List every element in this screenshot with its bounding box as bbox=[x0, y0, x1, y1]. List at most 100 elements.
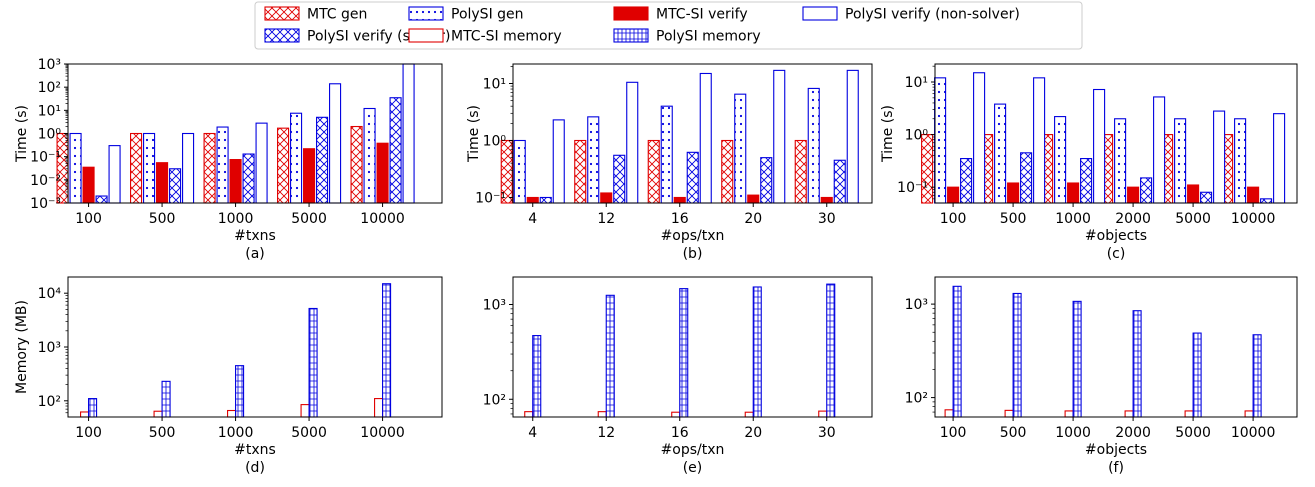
bar-polysi-memory-16 bbox=[679, 288, 689, 418]
x-tick-label: 100 bbox=[75, 211, 102, 227]
panel-caption: (c) bbox=[1107, 246, 1126, 262]
bar-polysi-gen-16 bbox=[660, 105, 673, 204]
y-axis-label: Time (s) bbox=[466, 105, 482, 163]
bar-polysi-verify-non-solver-100 bbox=[973, 72, 986, 204]
y-tick-label: 10¹ bbox=[905, 75, 928, 91]
legend-swatch-polysi-gen bbox=[408, 6, 444, 21]
bar-mtc-si-memory-1000 bbox=[1064, 410, 1074, 418]
y-tick-label: 10² bbox=[483, 392, 506, 408]
bar-polysi-memory-1000 bbox=[1072, 300, 1082, 418]
panel-caption: (a) bbox=[245, 246, 265, 262]
bar-polysi-memory-5000 bbox=[308, 307, 318, 418]
bar-mtc-gen-20 bbox=[721, 139, 734, 204]
bar-mtc-si-memory-100 bbox=[944, 409, 954, 418]
bar-mtc-gen-10000 bbox=[350, 125, 363, 204]
legend-swatch-mtc-si-verify bbox=[613, 6, 649, 21]
bar-polysi-verify-non-solver-1000 bbox=[255, 122, 268, 204]
bar-mtc-si-memory-500 bbox=[153, 410, 163, 418]
bar-mtc-si-verify-20 bbox=[747, 194, 760, 204]
x-axis-label: #objects bbox=[1085, 442, 1147, 458]
x-tick-label: 5000 bbox=[1175, 425, 1211, 441]
x-tick-label: 100 bbox=[940, 425, 967, 441]
axes-frame bbox=[512, 63, 873, 204]
bar-polysi-verify-solver-12 bbox=[613, 154, 626, 204]
x-tick-label: 500 bbox=[149, 425, 176, 441]
bar-mtc-si-memory-10000 bbox=[374, 398, 384, 418]
bar-polysi-verify-solver-10000 bbox=[389, 97, 402, 204]
bar-polysi-gen-5000 bbox=[1174, 118, 1187, 204]
legend-label-polysi-memory: PolySI memory bbox=[656, 29, 761, 45]
bar-polysi-verify-solver-5000 bbox=[316, 116, 329, 204]
x-tick-label: 5000 bbox=[291, 211, 327, 227]
bar-mtc-si-memory-500 bbox=[1004, 409, 1014, 418]
panel-a: 10⁻³ 10⁻² 10⁻¹ 10⁰ 10¹ 10² 10³ 100 500 1000 5000 10… bbox=[14, 57, 443, 262]
legend-label-polysi-gen: PolySI gen bbox=[451, 7, 524, 23]
bar-polysi-verify-solver-100 bbox=[960, 158, 973, 204]
bar-polysi-memory-100 bbox=[952, 285, 962, 418]
y-tick-label: 10⁻² bbox=[30, 173, 61, 189]
x-tick-label: 10000 bbox=[1231, 425, 1276, 441]
bar-polysi-verify-non-solver-10000 bbox=[402, 63, 415, 204]
bar-mtc-si-memory-16 bbox=[671, 411, 681, 418]
y-tick-label: 10⁻¹ bbox=[475, 190, 506, 206]
legend-swatch-polysi-verify-non-solver bbox=[802, 6, 838, 21]
bar-polysi-verify-non-solver-5000 bbox=[1213, 110, 1226, 204]
bar-polysi-verify-non-solver-2000 bbox=[1153, 96, 1166, 204]
bar-polysi-verify-non-solver-12 bbox=[626, 81, 639, 204]
bar-polysi-verify-solver-1000 bbox=[1080, 158, 1093, 204]
x-tick-label: 10000 bbox=[360, 425, 405, 441]
legend-frame bbox=[254, 1, 1083, 50]
y-tick-label: 10³ bbox=[38, 57, 61, 73]
bar-polysi-verify-non-solver-20 bbox=[773, 69, 786, 204]
bar-mtc-si-memory-100 bbox=[80, 411, 90, 418]
panel-caption: (f) bbox=[1108, 460, 1124, 476]
bar-mtc-gen-100 bbox=[921, 134, 934, 204]
bar-mtc-gen-500 bbox=[130, 132, 143, 204]
bar-polysi-memory-30 bbox=[826, 283, 836, 418]
y-tick-label: 10¹ bbox=[38, 103, 61, 119]
x-tick-label: 4 bbox=[528, 211, 537, 227]
bar-polysi-gen-30 bbox=[807, 87, 820, 204]
legend-swatch-polysi-memory bbox=[613, 28, 649, 43]
bar-polysi-memory-10000 bbox=[1252, 334, 1262, 418]
bar-polysi-verify-solver-1000 bbox=[242, 153, 255, 204]
bar-polysi-verify-solver-100 bbox=[95, 195, 108, 204]
x-tick-label: 1000 bbox=[218, 211, 254, 227]
bar-polysi-memory-1000 bbox=[235, 365, 245, 418]
x-tick-label: 16 bbox=[671, 211, 689, 227]
bar-polysi-verify-solver-20 bbox=[760, 157, 773, 204]
bar-polysi-verify-non-solver-4 bbox=[552, 119, 565, 204]
y-tick-label: 10⁰ bbox=[483, 133, 507, 149]
bar-polysi-verify-solver-30 bbox=[833, 159, 846, 204]
bar-polysi-verify-solver-500 bbox=[169, 168, 182, 204]
bar-mtc-si-verify-4 bbox=[526, 196, 539, 204]
bar-mtc-gen-100 bbox=[56, 132, 69, 204]
x-tick-label: 1000 bbox=[1055, 211, 1091, 227]
y-tick-label: 10² bbox=[38, 394, 61, 410]
bar-polysi-gen-500 bbox=[143, 132, 156, 204]
bar-mtc-si-verify-100 bbox=[947, 186, 960, 204]
bar-mtc-gen-16 bbox=[647, 139, 660, 204]
x-tick-label: 500 bbox=[1000, 425, 1027, 441]
bar-polysi-verify-solver-16 bbox=[686, 151, 699, 204]
x-tick-label: 20 bbox=[744, 211, 762, 227]
bar-mtc-si-memory-20 bbox=[744, 411, 754, 418]
bar-polysi-verify-solver-500 bbox=[1020, 152, 1033, 204]
y-tick-label: 10⁰ bbox=[38, 127, 62, 143]
x-tick-label: 12 bbox=[597, 425, 615, 441]
x-tick-label: 500 bbox=[149, 211, 176, 227]
x-tick-label: 500 bbox=[1000, 211, 1027, 227]
x-tick-label: 10000 bbox=[360, 211, 405, 227]
bar-polysi-gen-100 bbox=[69, 132, 82, 204]
legend-swatch-mtc-si-memory bbox=[408, 28, 444, 43]
bar-mtc-si-verify-500 bbox=[156, 162, 169, 204]
axes-frame bbox=[512, 276, 873, 418]
bar-polysi-gen-10000 bbox=[1234, 118, 1247, 204]
x-axis-label: #ops/txn bbox=[661, 228, 725, 244]
x-tick-label: 5000 bbox=[1175, 211, 1211, 227]
y-tick-label: 10⁻¹ bbox=[897, 180, 928, 196]
y-tick-label: 10² bbox=[38, 80, 61, 96]
y-tick-label: 10⁴ bbox=[38, 286, 62, 302]
